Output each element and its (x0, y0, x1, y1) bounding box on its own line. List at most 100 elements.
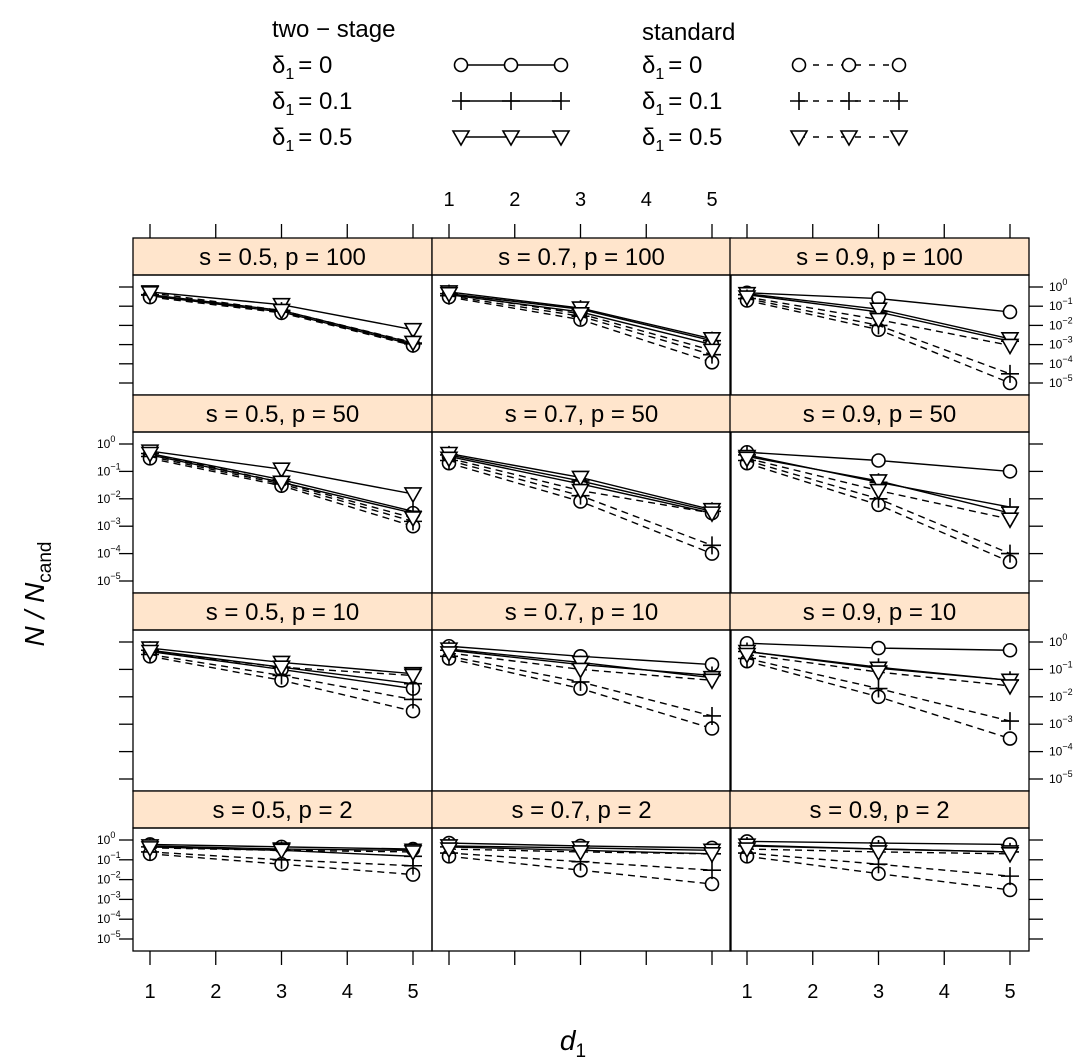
data-point (702, 343, 722, 360)
legend-marker (503, 57, 519, 73)
x-tick-label-bottom: 3 (276, 981, 287, 1003)
data-point (737, 451, 757, 468)
series-standard-delta-0_5 (737, 451, 1020, 529)
data-point (1000, 847, 1020, 864)
legend-symbol: δ (272, 88, 285, 115)
legend-marker (453, 57, 469, 73)
y-axis-ticks-right (1029, 839, 1043, 940)
panel: s = 0.7, p = 10 (431, 592, 732, 792)
y-tick-label: 10−5 (97, 571, 121, 588)
y-axis-label-sub: cand (35, 542, 56, 583)
legend-subscript: 1 (285, 66, 294, 83)
y-axis-right: 100 10−1 10−2 10−3 10−4 10−5 (1029, 277, 1073, 390)
y-tick-exponent: −3 (1062, 335, 1072, 345)
y-tick-exponent: −1 (110, 461, 120, 471)
legend-subscript: 1 (285, 138, 294, 155)
series-line (448, 848, 713, 855)
data-point (403, 487, 423, 504)
data-point (439, 646, 459, 663)
legend-marker (451, 130, 471, 147)
panel-strip (132, 394, 433, 433)
data-point (703, 861, 721, 880)
data-point (439, 842, 459, 859)
x-tick-label-bottom: 2 (807, 981, 818, 1003)
y-tick-label: 10−1 (1049, 659, 1073, 676)
y-tick-label: 10−3 (1049, 714, 1073, 731)
y-axis-ticks-left (119, 286, 133, 384)
legend-marker (891, 57, 907, 73)
panel-strip (729, 237, 1030, 276)
y-tick-exponent: −2 (1062, 315, 1072, 325)
data-point (1002, 464, 1018, 479)
legend-marker (791, 57, 807, 73)
data-point (571, 307, 590, 324)
data-point (702, 332, 722, 349)
series-standard-delta-0_1 (440, 286, 721, 364)
y-tick-exponent: −2 (110, 870, 120, 880)
panel-frame (132, 274, 433, 396)
y-tick-label: 100 (1049, 632, 1067, 649)
y-tick-exponent: −3 (110, 889, 120, 899)
panel: s = 0.7, p = 100 (431, 237, 732, 396)
legend-symbol: δ (642, 124, 655, 151)
data-point (272, 462, 291, 479)
series-standard-delta-0_5 (140, 841, 423, 862)
series-line (448, 852, 713, 871)
panel: s = 0.9, p = 100 (729, 237, 1030, 396)
y-tick-exponent: 0 (1062, 632, 1067, 642)
data-point (1002, 642, 1018, 658)
x-tick-label-bottom: 4 (342, 981, 353, 1003)
series-two-stage-delta-0 (739, 444, 1018, 479)
data-point (140, 644, 160, 662)
data-point (272, 303, 291, 321)
legend-entry: δ1 = 0.5 (272, 124, 571, 155)
data-point (1001, 867, 1019, 886)
x-tick-label-top: 2 (509, 189, 520, 211)
series-two-stage-delta-0 (739, 635, 1018, 658)
y-tick-label: 100 (1049, 277, 1067, 294)
series-line (149, 853, 414, 876)
legend-label: δ1 = 0 (642, 52, 702, 83)
legend-marker (552, 92, 570, 110)
panel-strip (431, 790, 732, 829)
panel-title: s = 0.7, p = 100 (498, 244, 665, 271)
data-point (702, 673, 722, 690)
legend-marker (889, 130, 909, 147)
data-point (869, 679, 888, 698)
x-tick-label-bottom: 5 (1004, 981, 1015, 1003)
panel-strip (132, 790, 433, 829)
series-line (149, 851, 414, 867)
data-point (703, 536, 721, 555)
y-tick-exponent: 0 (1062, 277, 1067, 287)
y-tick-exponent: 0 (110, 434, 115, 444)
legend-label: δ1 = 0.1 (272, 88, 352, 119)
legend-marker (890, 92, 908, 110)
panel-title: s = 0.9, p = 2 (809, 797, 949, 824)
series-standard-delta-0_5 (737, 290, 1020, 356)
data-point (737, 647, 757, 665)
y-axis-label: N / Ncand (19, 542, 56, 647)
data-point (439, 286, 459, 304)
legend-header-two-stage: two − stage (272, 16, 395, 43)
legend-marker (789, 130, 809, 147)
data-point (140, 841, 160, 858)
data-point (140, 285, 160, 303)
series-standard-delta-0 (739, 849, 1018, 898)
panel-frame (729, 827, 1030, 952)
series-two-stage-delta-0_5 (140, 444, 423, 504)
data-point (1002, 304, 1018, 320)
x-axis-label-sub: 1 (576, 1041, 587, 1059)
legend-label: δ1 = 0.5 (642, 124, 722, 155)
y-tick-exponent: −5 (1062, 373, 1072, 383)
y-tick-label: 10−5 (97, 929, 121, 946)
series-line (149, 847, 414, 853)
x-tick-label-bottom: 4 (939, 981, 950, 1003)
legend-entry: δ1 = 0 (642, 52, 907, 83)
y-axis-right: 100 10−1 10−2 10−3 10−4 10−5 (1029, 632, 1073, 786)
legend-marker (841, 57, 857, 73)
x-axis-label: d1 (560, 1025, 586, 1059)
panel: s = 0.9, p = 10 (729, 592, 1030, 792)
y-axis-ticks-right (1029, 443, 1043, 582)
